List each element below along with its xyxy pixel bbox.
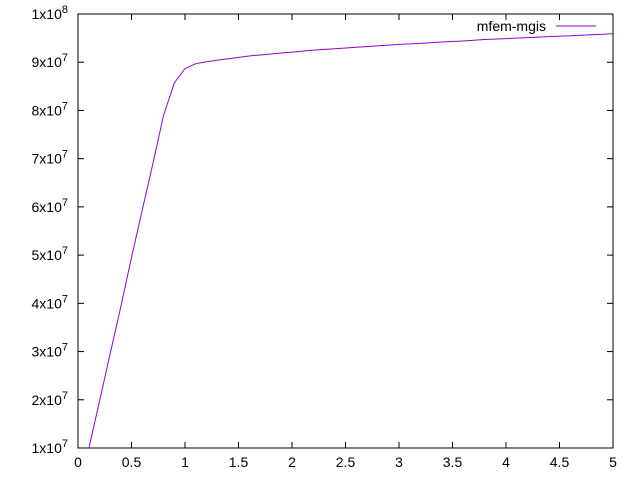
y-tick-label: 1x107 (32, 438, 68, 456)
x-tick-label: 1.5 (229, 454, 249, 470)
series-line-0 (88, 33, 613, 448)
y-tick-label: 4x107 (32, 293, 68, 311)
y-tick-label: 3x107 (32, 342, 68, 360)
y-tick-label: 5x107 (32, 245, 68, 263)
series-layer (88, 33, 613, 448)
y-tick-label: 1x108 (32, 4, 68, 22)
x-tick-label: 0 (74, 454, 82, 470)
x-tick-label: 4 (502, 454, 510, 470)
y-tick-label: 6x107 (32, 197, 68, 215)
x-tick-label: 5 (609, 454, 617, 470)
x-tick-label: 2.5 (336, 454, 356, 470)
x-tick-label: 0.5 (122, 454, 142, 470)
legend-label: mfem-mgis (477, 18, 546, 34)
y-tick-label: 2x107 (32, 390, 68, 408)
y-tick-label: 8x107 (32, 100, 68, 118)
x-axis: 0 0.5 1 1.5 2 2.5 3 3.5 4 4.5 5 (74, 14, 617, 470)
x-tick-label: 4.5 (550, 454, 570, 470)
y-tick-label: 9x107 (32, 52, 68, 70)
plot-frame (77, 13, 614, 449)
x-tick-label: 3 (395, 454, 403, 470)
x-tick-label: 2 (288, 454, 296, 470)
y-tick-label: 7x107 (32, 149, 68, 167)
y-axis: 1x107 2x107 3x107 4x107 5x107 6x107 7x107 8x107… (32, 4, 613, 456)
x-tick-label: 1 (181, 454, 189, 470)
legend: mfem-mgis (477, 18, 596, 34)
x-tick-label: 3.5 (443, 454, 463, 470)
